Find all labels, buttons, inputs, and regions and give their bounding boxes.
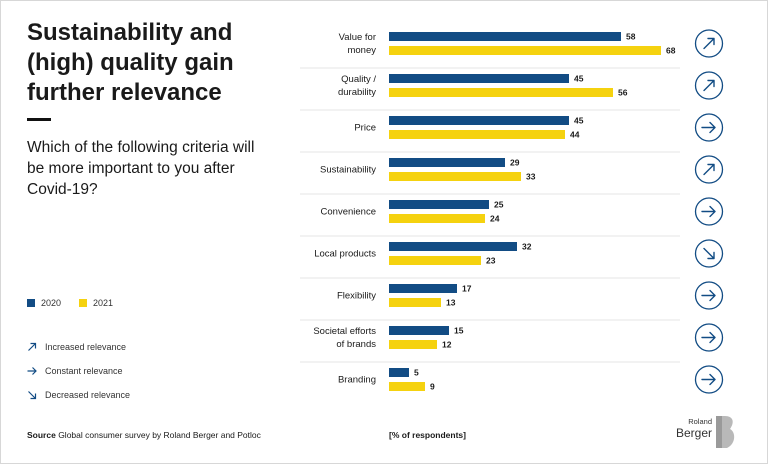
trend-constant-icon [701, 331, 716, 344]
logo-text-small: Roland [688, 417, 712, 426]
bar-2021 [389, 130, 565, 139]
bar-2020 [389, 116, 569, 125]
relevance-legend-decreased: Decreased relevance [27, 383, 130, 407]
category-label: Local products [314, 249, 376, 260]
bar-2021 [389, 382, 425, 391]
category-label: Value for money [339, 32, 377, 56]
legend-label-2021: 2021 [93, 298, 114, 308]
trend-circle [694, 323, 724, 352]
category-label: Quality / durability [338, 74, 376, 98]
data-label-2021: 44 [570, 130, 580, 140]
bar-2020 [389, 32, 621, 41]
bar-2021 [389, 256, 481, 265]
data-label-2021: 33 [526, 172, 536, 182]
data-label-2021: 23 [486, 256, 496, 266]
data-label-2020: 5 [414, 368, 419, 378]
bar-2020 [389, 158, 505, 167]
legend-item-2020: 2020 [27, 298, 61, 308]
bar-2021 [389, 172, 521, 181]
trend-circle [694, 239, 724, 268]
relevance-label-decreased: Decreased relevance [45, 390, 131, 400]
data-label-2021: 68 [666, 46, 676, 56]
category-label: Flexibility [337, 291, 376, 302]
legend-swatch-2020 [27, 299, 35, 307]
category-label: Sustainability [320, 165, 376, 176]
data-label-2021: 56 [618, 88, 628, 98]
survey-question: Which of the following criteria will be … [27, 139, 255, 198]
trend-constant-icon [701, 205, 716, 218]
data-label-2021: 13 [446, 298, 456, 308]
bar-2021 [389, 340, 437, 349]
bar-2020 [389, 242, 517, 251]
relevance-legend-increased: Increased relevance [27, 335, 130, 359]
relevance-label-constant: Constant relevance [45, 366, 123, 376]
trend-increased-icon [703, 37, 715, 50]
category-label: Branding [338, 375, 376, 386]
bar-2021 [389, 214, 485, 223]
roland-berger-logo: Roland Berger [666, 412, 746, 452]
data-label-2020: 58 [626, 32, 636, 42]
title-divider [27, 118, 51, 121]
trend-circle [694, 113, 724, 142]
data-label-2020: 29 [510, 158, 520, 168]
category-label: Convenience [321, 207, 376, 218]
trend-increased-icon [703, 163, 715, 176]
data-label-2021: 9 [430, 382, 435, 392]
trend-circle [694, 71, 724, 100]
bar-2021 [389, 46, 661, 55]
arrow-right-icon [27, 367, 37, 375]
data-label-2020: 45 [574, 74, 584, 84]
arrow-down-right-icon [28, 391, 37, 400]
category-label: Societal efforts of brands [313, 326, 376, 350]
trend-increased-icon [703, 79, 715, 92]
bar-2020 [389, 200, 489, 209]
trend-circle [694, 281, 724, 310]
bar-2020 [389, 74, 569, 83]
data-label-2021: 12 [442, 340, 452, 350]
bar-2021 [389, 298, 441, 307]
trend-constant-icon [701, 373, 716, 386]
source-note: Source Global consumer survey by Roland … [27, 430, 261, 440]
category-label: Price [354, 123, 376, 134]
bar-2021 [389, 88, 613, 97]
data-label-2020: 15 [454, 326, 464, 336]
legend-label-2020: 2020 [41, 298, 62, 308]
series-legend: 2020 2021 [27, 298, 113, 308]
trend-constant-icon [701, 121, 716, 134]
trend-circle [694, 155, 724, 184]
arrow-up-right-icon [28, 342, 37, 351]
trend-circle [694, 365, 724, 394]
bar-2020 [389, 326, 449, 335]
data-label-2020: 32 [522, 242, 532, 252]
legend-item-2021: 2021 [79, 298, 113, 308]
trend-circle [694, 29, 724, 58]
bar-2020 [389, 284, 457, 293]
bar-2020 [389, 368, 409, 377]
data-label-2021: 24 [490, 214, 500, 224]
trend-circle [694, 197, 724, 226]
logo-mark-icon [716, 416, 735, 448]
data-label-2020: 25 [494, 200, 504, 210]
data-label-2020: 45 [574, 116, 584, 126]
page-title: Sustainability and (high) quality gain f… [27, 19, 234, 106]
unit-note: [% of respondents] [389, 430, 466, 440]
relevance-label-increased: Increased relevance [45, 342, 127, 352]
data-label-2020: 17 [462, 284, 472, 294]
source-label: Source [27, 430, 56, 440]
source-text: Global consumer survey by Roland Berger … [55, 430, 261, 440]
legend-swatch-2021 [79, 299, 88, 307]
relevance-legend: Increased relevance Constant relevance D… [27, 335, 130, 407]
trend-constant-icon [701, 289, 716, 302]
trend-decreased-icon [703, 247, 715, 260]
logo-text-big: Berger [675, 426, 712, 440]
relevance-legend-constant: Constant relevance [27, 359, 130, 383]
